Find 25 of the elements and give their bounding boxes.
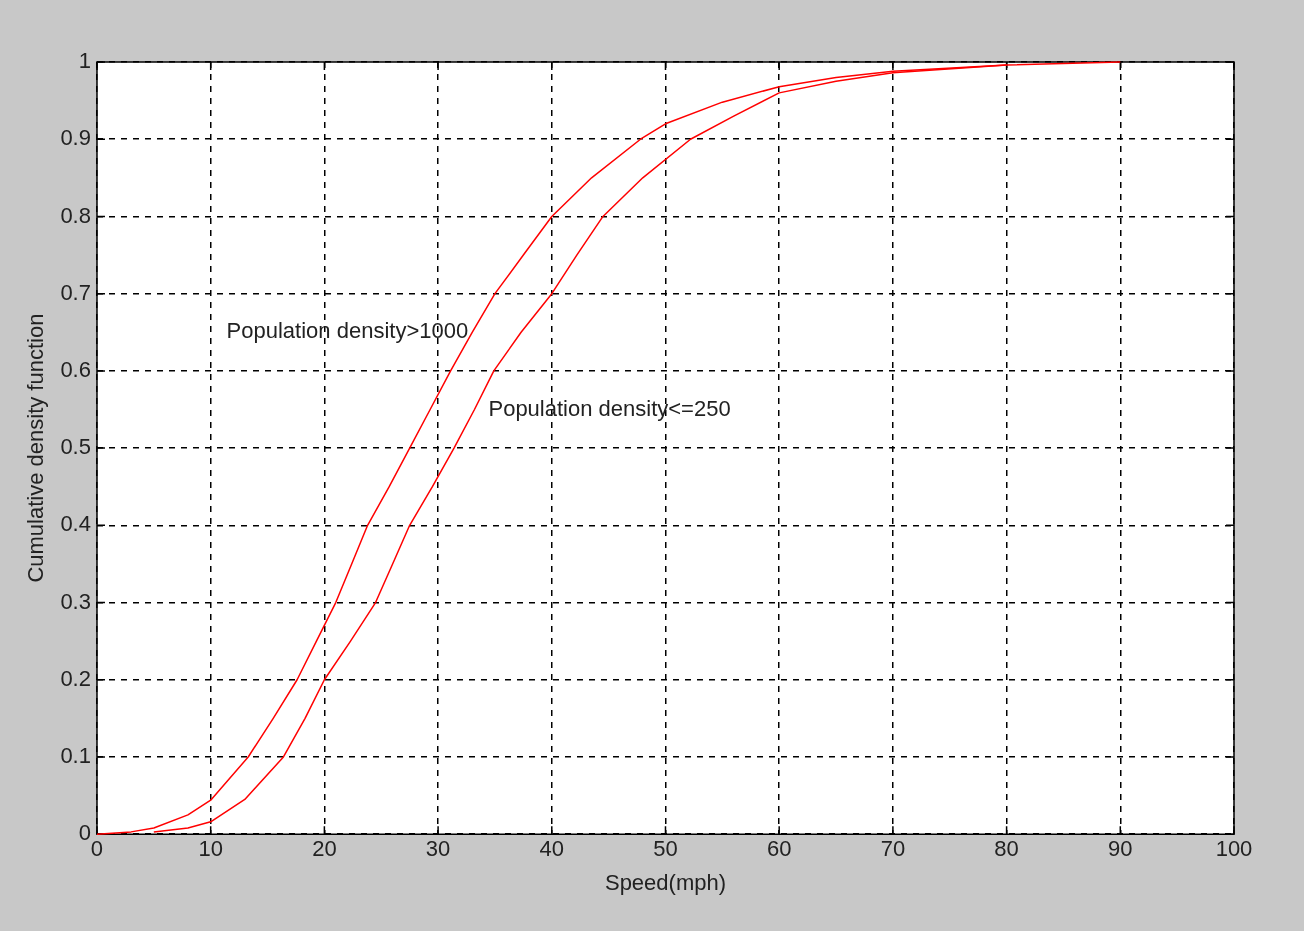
x-tick-label: 60 xyxy=(766,836,792,862)
y-tick-label: 0.4 xyxy=(60,511,91,537)
x-tick-label: 50 xyxy=(653,836,678,862)
x-tick-label: 40 xyxy=(539,836,565,862)
y-axis-title: Cumulative density function xyxy=(23,313,49,583)
y-tick-label: 0.5 xyxy=(60,434,91,460)
y-tick-label: 0 xyxy=(78,820,91,846)
series-label: Population density>1000 xyxy=(226,318,469,344)
y-tick-label: 0.1 xyxy=(60,743,91,769)
x-tick-label: 80 xyxy=(994,836,1019,862)
x-axis-title: Speed(mph) xyxy=(604,869,727,895)
x-tick-label: 30 xyxy=(425,836,451,862)
x-tick-label: 10 xyxy=(198,836,223,862)
y-tick-label: 0.3 xyxy=(60,588,91,614)
series-label: Population density<=250 xyxy=(488,395,731,421)
x-tick-label: 70 xyxy=(880,836,906,862)
x-tick-label: 90 xyxy=(1108,836,1133,862)
x-tick-label: 100 xyxy=(1215,836,1253,862)
y-tick-label: 0.9 xyxy=(60,125,91,151)
y-tick-label: 0.7 xyxy=(60,279,91,305)
x-tick-label: 20 xyxy=(312,836,337,862)
y-tick-label: 0.8 xyxy=(60,202,91,228)
y-tick-label: 0.2 xyxy=(60,665,91,691)
y-tick-label: 1 xyxy=(78,48,91,74)
y-tick-label: 0.6 xyxy=(60,356,91,382)
